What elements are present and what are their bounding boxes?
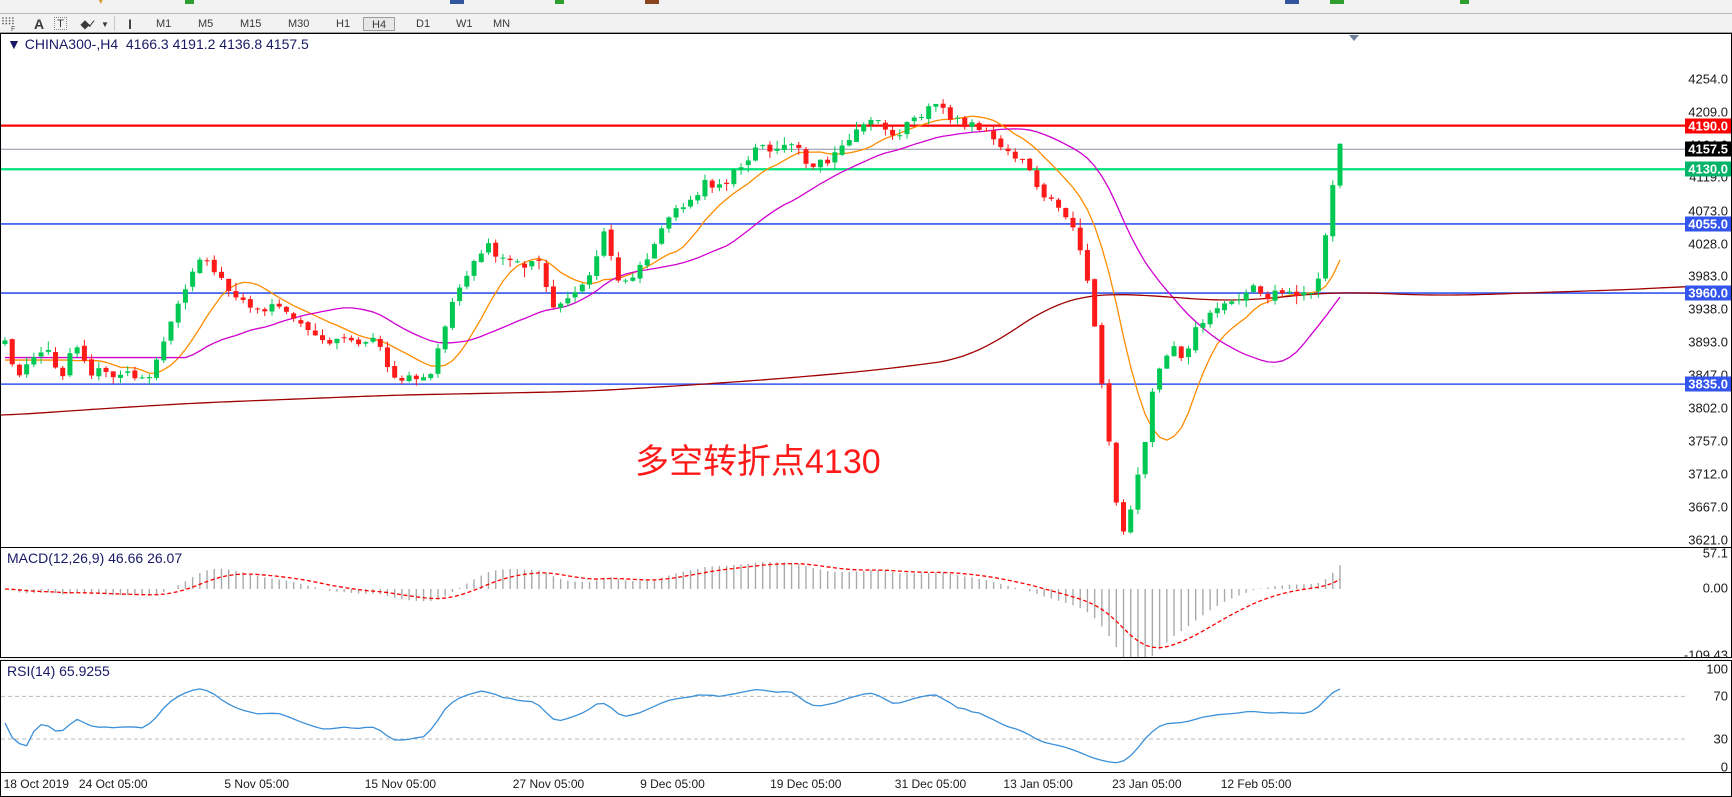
svg-text:F: F [11, 26, 15, 31]
